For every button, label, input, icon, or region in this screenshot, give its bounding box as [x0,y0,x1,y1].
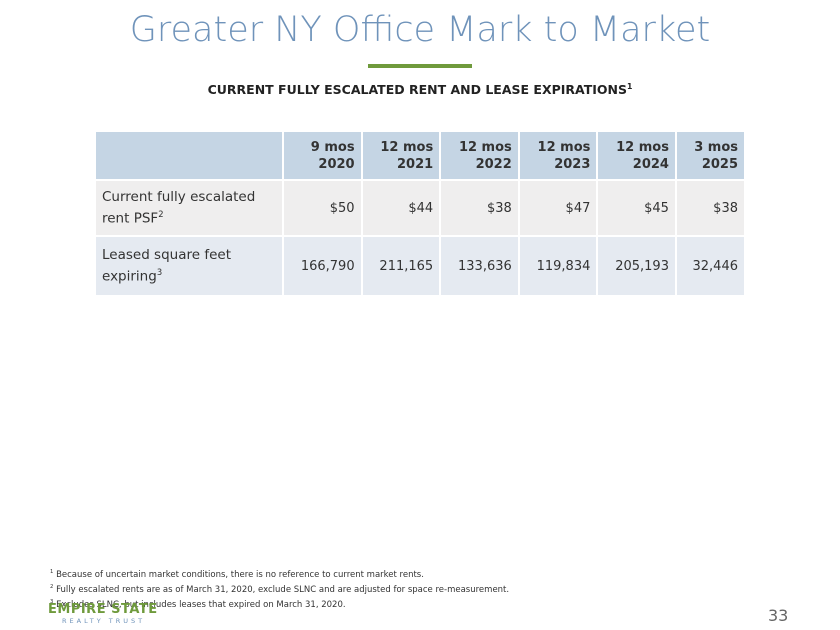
logo-bottom: REALTY TRUST [62,617,146,625]
footnotes: 1 Because of uncertain market conditions… [50,566,509,610]
table-cell: $38 [674,179,747,237]
table-cell: $44 [360,179,442,237]
column-year: 2020 [318,156,355,172]
table-cell: $45 [596,179,677,237]
footnote-text: Excludes SLNC, but includes leases that … [56,599,346,610]
table-row: Leased square feet expiring3 166,790 211,1… [94,235,747,297]
footnote-marker: 3 [50,598,54,605]
column-year: 2023 [554,156,591,172]
footnote-text: Because of uncertain market conditions, … [56,569,424,580]
title-rule [368,64,472,68]
footnote-marker: 3 [156,266,163,277]
footnote-marker: 2 [50,583,54,590]
table-cell: 133,636 [439,235,520,297]
header-cell: 3 mos 2025 [674,130,747,181]
footnote: 2 Fully escalated rents are as of March … [50,581,509,596]
footnote: 3 Excludes SLNC, but includes leases tha… [50,596,509,611]
column-year: 2021 [397,156,434,172]
table-row: Current fully escalated rent PSF2 $50 $44 $… [94,179,747,237]
subtitle-text: CURRENT FULLY ESCALATED RENT AND LEASE E… [207,82,627,98]
table-cell: 211,165 [360,235,442,297]
column-period: 9 mos [310,139,355,155]
table-cell: 205,193 [596,235,677,297]
row-label-cell: Current fully escalated rent PSF2 [94,179,284,237]
header-cell: 12 mos 2022 [439,130,520,181]
footnote-text: Fully escalated rents are as of March 31… [56,584,510,595]
column-period: 12 mos [616,139,669,155]
logo-top: EMPIRE STATE [48,602,158,617]
column-year: 2025 [701,156,738,172]
column-period: 12 mos [458,139,512,155]
table-cell: $47 [517,179,599,237]
table-cell: 32,446 [674,235,747,297]
column-year: 2024 [632,156,669,172]
table-cell: 166,790 [282,235,363,297]
table: 9 mos 2020 12 mos 2021 12 mos 2022 12 mos 2023 1… [94,130,747,297]
subtitle: CURRENT FULLY ESCALATED RENT AND LEASE E… [0,82,840,97]
footnote-marker: 1 [50,569,54,575]
column-period: 12 mos [537,139,591,155]
table-cell: $38 [439,179,520,237]
column-period: 12 mos [380,139,434,155]
header-cell: 12 mos 2021 [360,130,442,181]
header-row: 9 mos 2020 12 mos 2021 12 mos 2022 12 mos 2023 1… [94,130,747,181]
header-cell: 12 mos 2024 [596,130,677,181]
footnote-marker: 1 [627,82,633,91]
row-label: Current fully escalated rent PSF [102,188,256,227]
column-year: 2022 [475,156,512,172]
header-cell: 12 mos 2023 [517,130,599,181]
row-label-cell: Leased square feet expiring3 [94,235,284,297]
table-cell: $50 [282,179,363,237]
page-number: 33 [768,606,789,625]
row-label: Leased square feet expiring [102,246,232,285]
title: Greater NY Office Mark to Market [129,10,711,50]
footnote: 1 Because of uncertain market conditions… [50,566,509,581]
column-period: 3 mos [694,139,738,155]
header-cell [94,130,284,181]
header-cell: 9 mos 2020 [282,130,363,181]
table-cell: 119,834 [517,235,599,297]
footnote-marker: 2 [158,208,164,219]
